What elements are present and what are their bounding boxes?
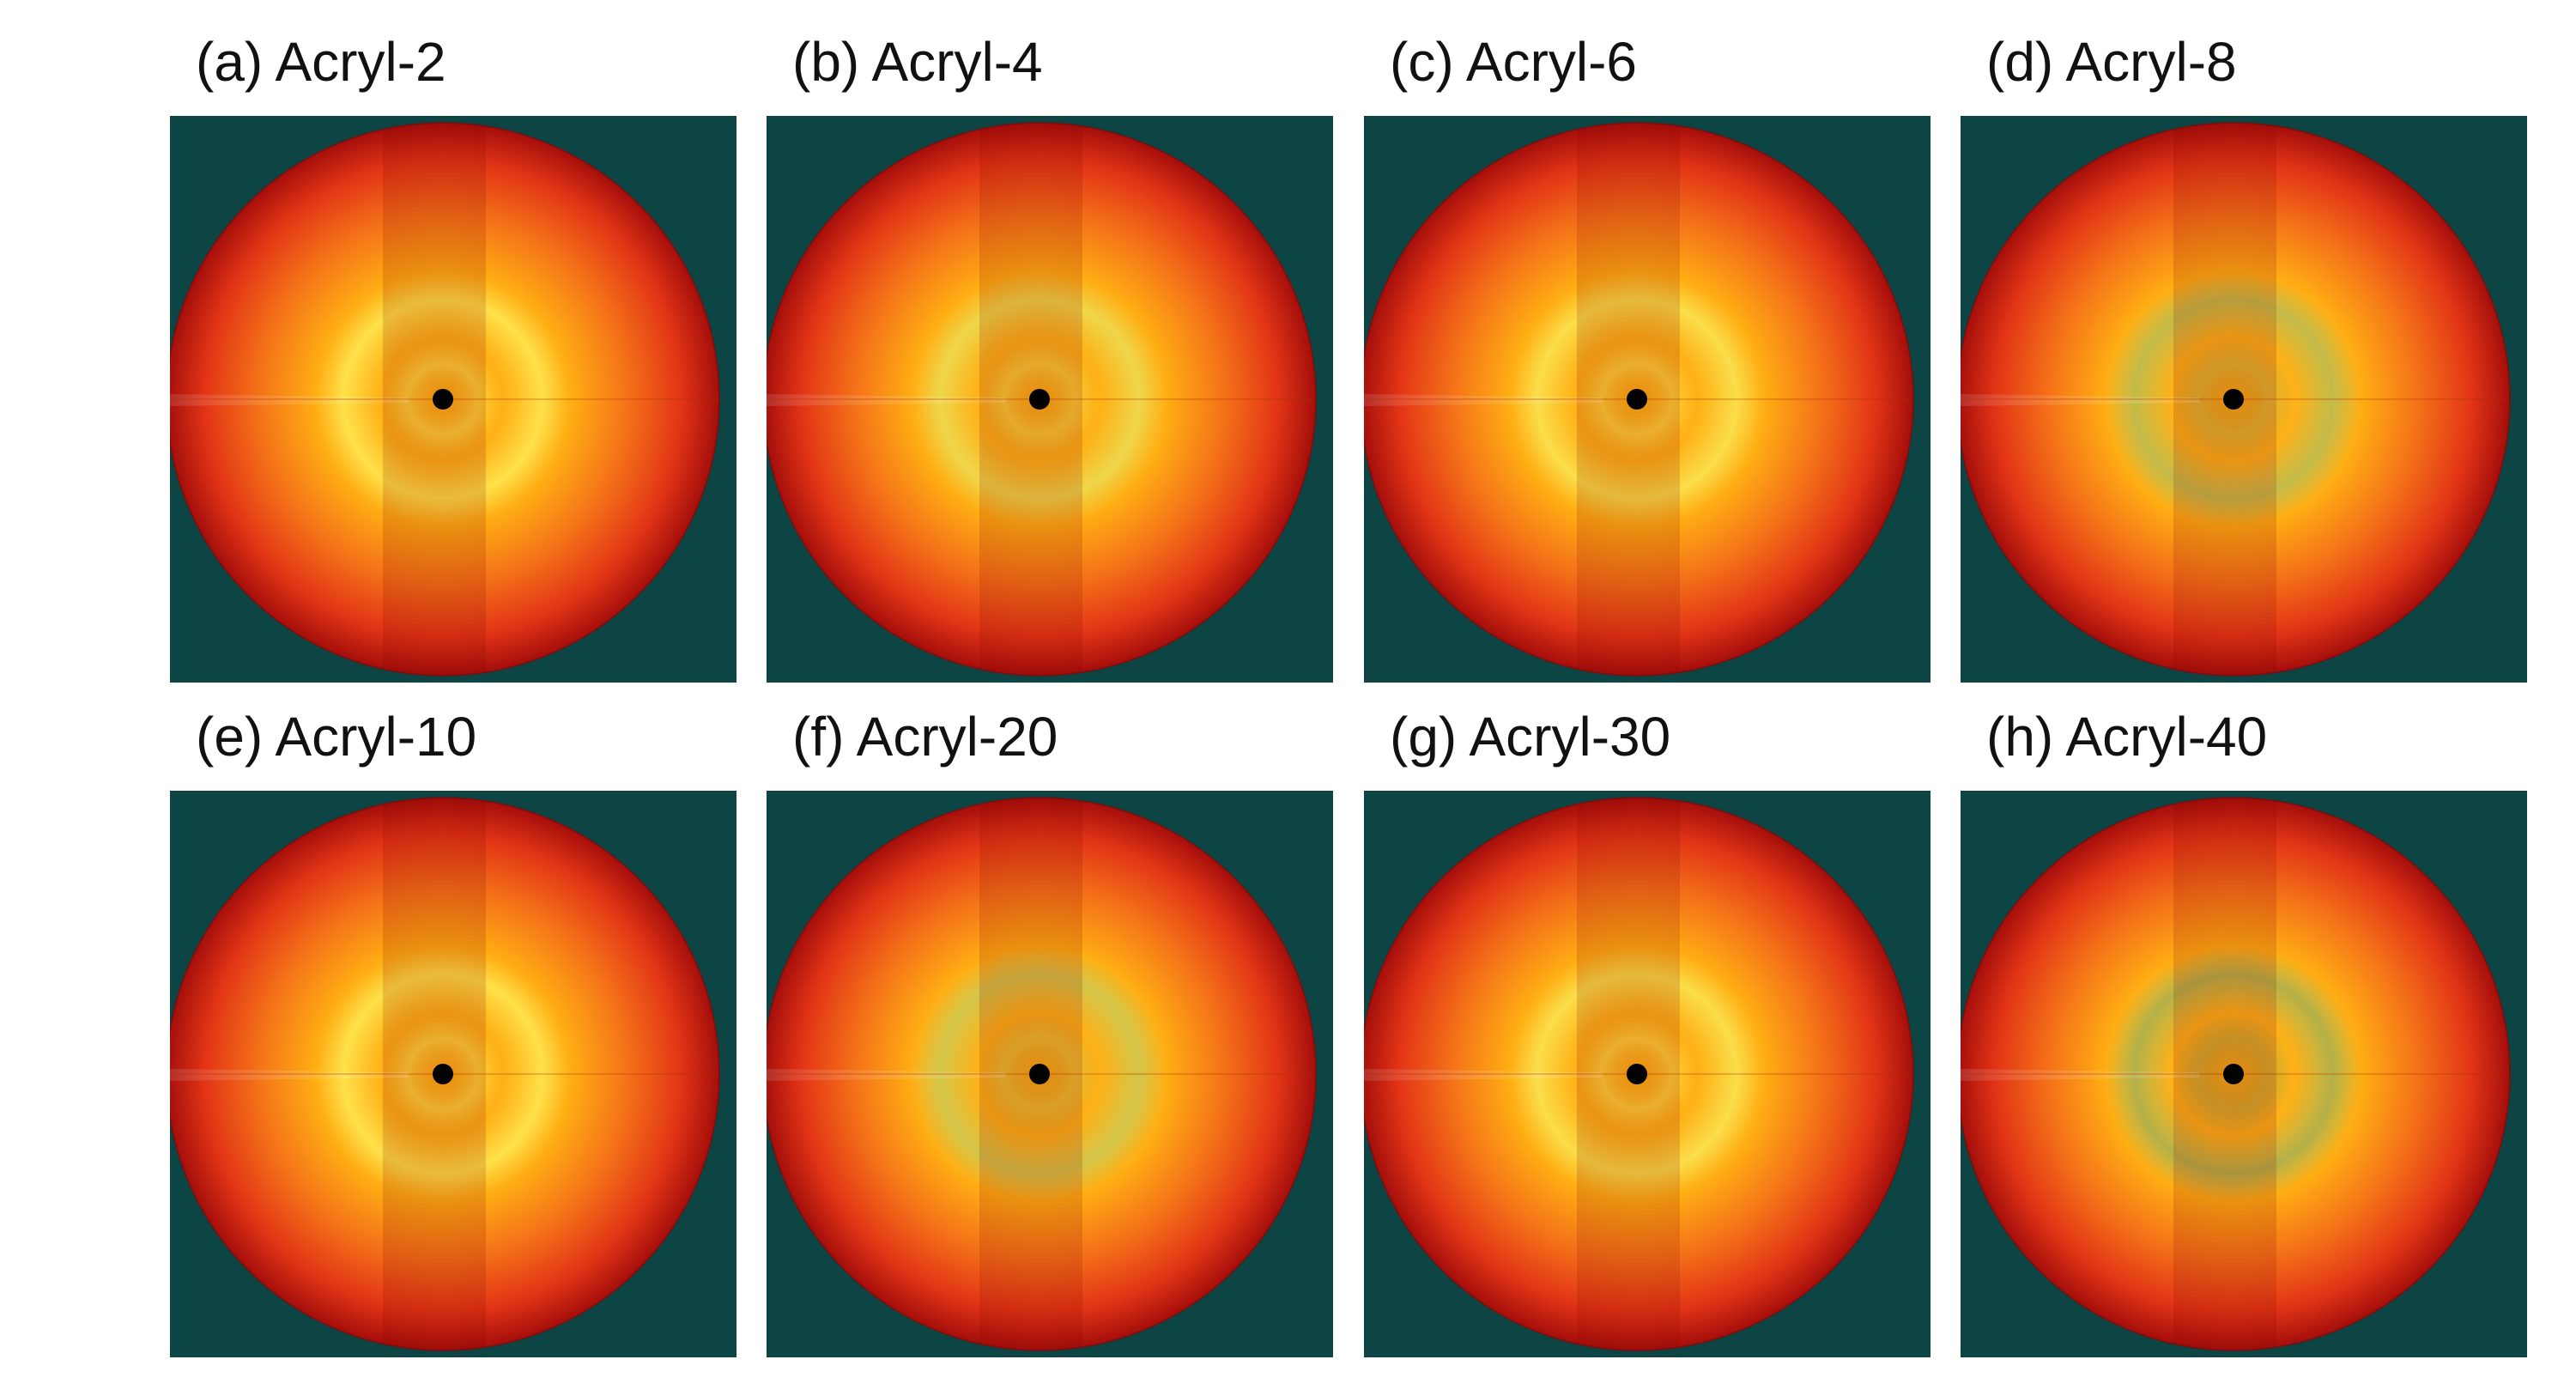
panel-d-pattern [1961, 116, 2527, 683]
panel-b-label: (b) Acryl-4 [792, 31, 1043, 93]
panel-a-pattern [170, 116, 736, 683]
beamstop-arm [170, 1069, 409, 1081]
panel-c-label: (c) Acryl-6 [1390, 31, 1637, 93]
disc-edge [767, 122, 1317, 677]
panel-h-pattern [1961, 791, 2527, 1357]
panel-f-label: (f) Acryl-20 [792, 706, 1058, 768]
panel-e-pattern [170, 791, 736, 1357]
beamstop-arm [1364, 1069, 1603, 1081]
beamstop-arm [1961, 394, 2199, 406]
beamstop [433, 1064, 453, 1084]
panel-d-label: (d) Acryl-8 [1986, 31, 2237, 93]
panel-a-label: (a) Acryl-2 [196, 31, 446, 93]
panel-g-pattern [1364, 791, 1930, 1357]
beamstop-arm [1961, 1069, 2199, 1081]
beamstop [2223, 389, 2244, 410]
disc-edge [170, 122, 720, 677]
disc-edge [1364, 122, 1914, 677]
disc-edge [170, 797, 720, 1351]
panel-b-pattern [767, 116, 1333, 683]
beamstop-arm [170, 394, 409, 406]
disc-edge [1364, 797, 1914, 1351]
beamstop-arm [767, 394, 1005, 406]
panel-h-label: (h) Acryl-40 [1986, 706, 2268, 768]
disc-edge [1961, 797, 2511, 1351]
beamstop [433, 389, 453, 410]
beamstop-arm [1364, 394, 1603, 406]
disc-edge [767, 797, 1317, 1351]
beamstop-arm [767, 1069, 1005, 1081]
beamstop [1029, 1064, 1050, 1084]
disc-edge [1961, 122, 2511, 677]
beamstop [1029, 389, 1050, 410]
panel-g-label: (g) Acryl-30 [1390, 706, 1671, 768]
beamstop [2223, 1064, 2244, 1084]
panel-e-label: (e) Acryl-10 [196, 706, 477, 768]
panel-f-pattern [767, 791, 1333, 1357]
beamstop [1627, 1064, 1647, 1084]
panel-c-pattern [1364, 116, 1930, 683]
beamstop [1627, 389, 1647, 410]
